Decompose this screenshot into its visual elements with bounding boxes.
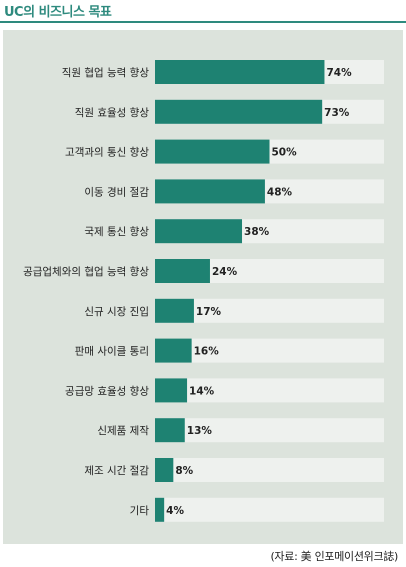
category-label: 신규 시장 진입	[84, 305, 149, 318]
bar-track	[155, 418, 384, 443]
chart-title: UC의 비즈니스 목표	[4, 5, 112, 20]
category-label: 국제 통신 향상	[84, 226, 149, 238]
bar	[155, 99, 323, 124]
value-label: 48%	[267, 186, 293, 198]
source-note: (자료: 美 인포메이션위크誌)	[270, 550, 398, 563]
value-label: 73%	[324, 107, 350, 119]
bar	[155, 497, 165, 522]
value-label: 17%	[196, 306, 222, 318]
value-label: 24%	[212, 266, 238, 278]
bar	[155, 338, 192, 363]
value-label: 14%	[189, 385, 215, 397]
value-label: 38%	[244, 226, 270, 238]
value-label: 50%	[272, 147, 298, 159]
category-label: 이동 경비 절감	[84, 185, 149, 198]
bar-track	[155, 497, 384, 522]
bar-track	[155, 338, 384, 363]
category-label: 직원 효율성 향상	[75, 107, 150, 119]
bar	[155, 60, 325, 84]
value-label: 4%	[166, 505, 184, 517]
category-label: 제조 시간 절감	[84, 464, 149, 477]
value-label: 13%	[187, 425, 213, 437]
category-label: 직원 협업 능력 향상	[62, 66, 150, 79]
bar-track	[155, 458, 384, 482]
bar-track	[155, 378, 384, 403]
category-label: 고객과의 통신 향상	[65, 147, 149, 159]
value-label: 16%	[194, 346, 220, 358]
bar	[155, 259, 210, 283]
category-label: 공급망 효율성 향상	[65, 385, 149, 397]
category-label: 공급업체와의 협업 능력 향상	[23, 265, 149, 278]
value-label: 8%	[175, 465, 193, 477]
bar	[155, 298, 194, 323]
title-divider	[0, 21, 406, 23]
value-label: 74%	[326, 67, 352, 79]
category-label: 기타	[130, 505, 150, 517]
category-label: 신제품 제작	[97, 425, 149, 437]
bar	[155, 179, 265, 204]
bar	[155, 418, 185, 443]
bar	[155, 458, 174, 482]
bar	[155, 378, 188, 403]
category-label: 판매 사이클 통리	[75, 346, 149, 358]
bar	[155, 219, 243, 244]
bar	[155, 139, 270, 164]
